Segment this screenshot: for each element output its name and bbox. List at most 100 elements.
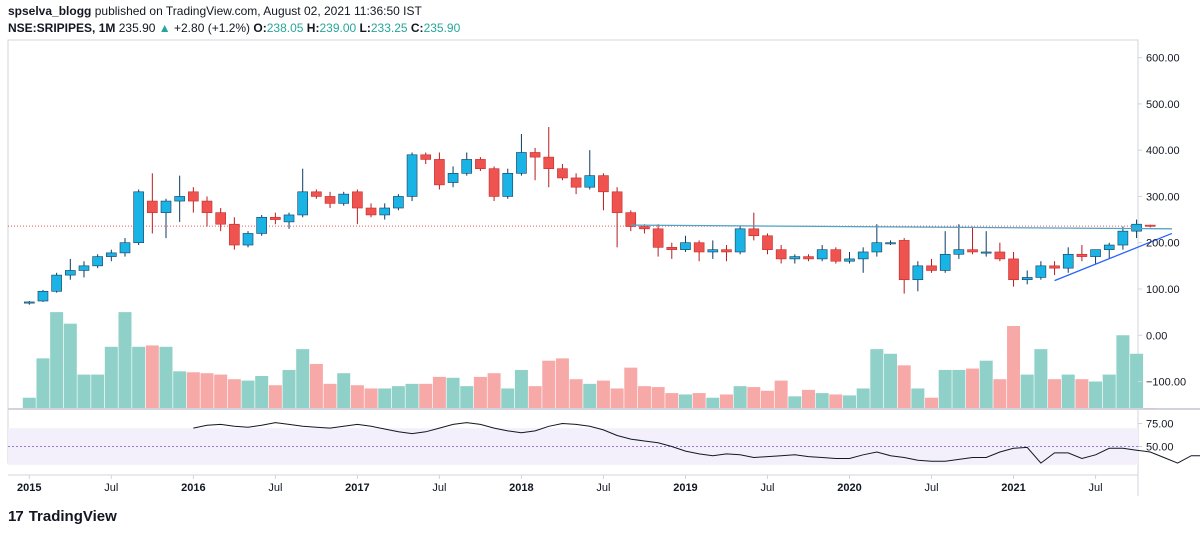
volume-bar (1075, 379, 1089, 408)
candle (1076, 253, 1088, 257)
volume-bar (282, 369, 296, 408)
publish-info: spselva_blogg published on TradingView.c… (8, 4, 422, 18)
volume-bar (173, 371, 187, 408)
time-tick-label: Jul (1089, 482, 1103, 494)
volume-bar (528, 386, 542, 408)
price-tick-label: 600.00 (1146, 53, 1180, 65)
candle (256, 216, 267, 234)
candle (543, 156, 555, 169)
time-tick-label: Jul (432, 482, 446, 494)
brand-name: TradingView (28, 508, 117, 525)
candle (857, 251, 869, 260)
candle (994, 251, 1006, 260)
volume-bar (501, 388, 515, 408)
volume-bar (405, 383, 419, 408)
trendline-support (1054, 232, 1173, 282)
candle (188, 191, 199, 202)
brand: 17 TradingView (8, 508, 117, 525)
volume-bar (378, 388, 392, 408)
volume-bar (118, 312, 132, 408)
candle (406, 154, 418, 197)
volume-bar (159, 346, 173, 408)
candle (693, 242, 705, 253)
candle (734, 228, 746, 253)
volume-bar (350, 385, 364, 408)
candle (598, 175, 609, 193)
candle (939, 253, 951, 271)
candle (283, 214, 295, 223)
candle (65, 270, 76, 276)
high-value: 239.00 (319, 21, 357, 35)
volume-bar (843, 395, 856, 408)
volume-bar (391, 386, 405, 408)
volume-bar (555, 358, 569, 408)
rsi-tick-label: 75.00 (1146, 419, 1174, 431)
volume-bar (1089, 381, 1103, 408)
time-tick-label: 2021 (1001, 482, 1025, 494)
volume-bar (446, 377, 460, 408)
price-tick-label: 500.00 (1146, 99, 1180, 111)
volume-bar (364, 388, 378, 408)
price-change: +2.80 (+1.2%) (174, 21, 251, 35)
volume-bar (788, 396, 802, 408)
trendline-resistance (630, 224, 1172, 230)
candle (174, 196, 185, 202)
volume-bar (610, 388, 624, 408)
time-tick-label: Jul (104, 482, 118, 494)
tradingview-logo-icon: 17 (8, 508, 24, 525)
volume-bar (132, 346, 146, 408)
candle (871, 242, 883, 253)
volume-bar (624, 367, 638, 408)
published-text: published on TradingView.com, August 02,… (94, 4, 422, 18)
ohlc-legend: NSE:SRIPIPES, 1M 235.90 ▲ +2.80 (+1.2%) … (8, 21, 460, 35)
candle (1021, 277, 1033, 281)
candle (666, 247, 678, 250)
author-name[interactable]: spselva_blogg (8, 4, 92, 18)
volume-bar (1048, 379, 1062, 408)
candle (639, 226, 650, 230)
candle (1144, 224, 1156, 227)
candle (816, 249, 828, 260)
candle (324, 196, 336, 204)
open-value: 238.05 (266, 21, 304, 35)
candle (420, 154, 432, 160)
candle (898, 240, 910, 281)
volume-bar (569, 379, 583, 408)
candle (570, 177, 582, 188)
volume-bar (36, 358, 50, 408)
candle (557, 168, 568, 179)
time-tick-label: 2016 (181, 482, 205, 494)
candle (721, 249, 732, 253)
candle (830, 249, 842, 262)
volume-bar (897, 365, 911, 408)
volume-bar (733, 386, 747, 408)
candle (1008, 258, 1019, 281)
volume-bar (678, 394, 692, 408)
volume-bar (801, 389, 815, 408)
volume-bar (1130, 353, 1144, 408)
volume-bar (856, 388, 870, 408)
candle (215, 212, 226, 225)
price-tick-label: 100.00 (1146, 284, 1180, 296)
volume-bar (241, 380, 255, 408)
volume-bar (460, 386, 474, 408)
candle (338, 193, 350, 204)
candle (762, 235, 773, 250)
candle (270, 216, 281, 220)
volume-bar (952, 369, 966, 408)
candle (980, 251, 992, 254)
symbol-label: NSE:SRIPIPES, 1M (8, 21, 116, 35)
candle (625, 212, 637, 227)
volume-bar (255, 375, 269, 408)
candle (748, 228, 760, 237)
volume-bar (1102, 374, 1116, 408)
volume-bar (473, 376, 487, 408)
candle (775, 249, 787, 260)
volume-bar (1116, 335, 1130, 408)
candle (447, 173, 459, 183)
candle (611, 191, 623, 213)
candle (1035, 265, 1047, 278)
time-tick-label: 2017 (345, 482, 369, 494)
candle (147, 200, 158, 213)
